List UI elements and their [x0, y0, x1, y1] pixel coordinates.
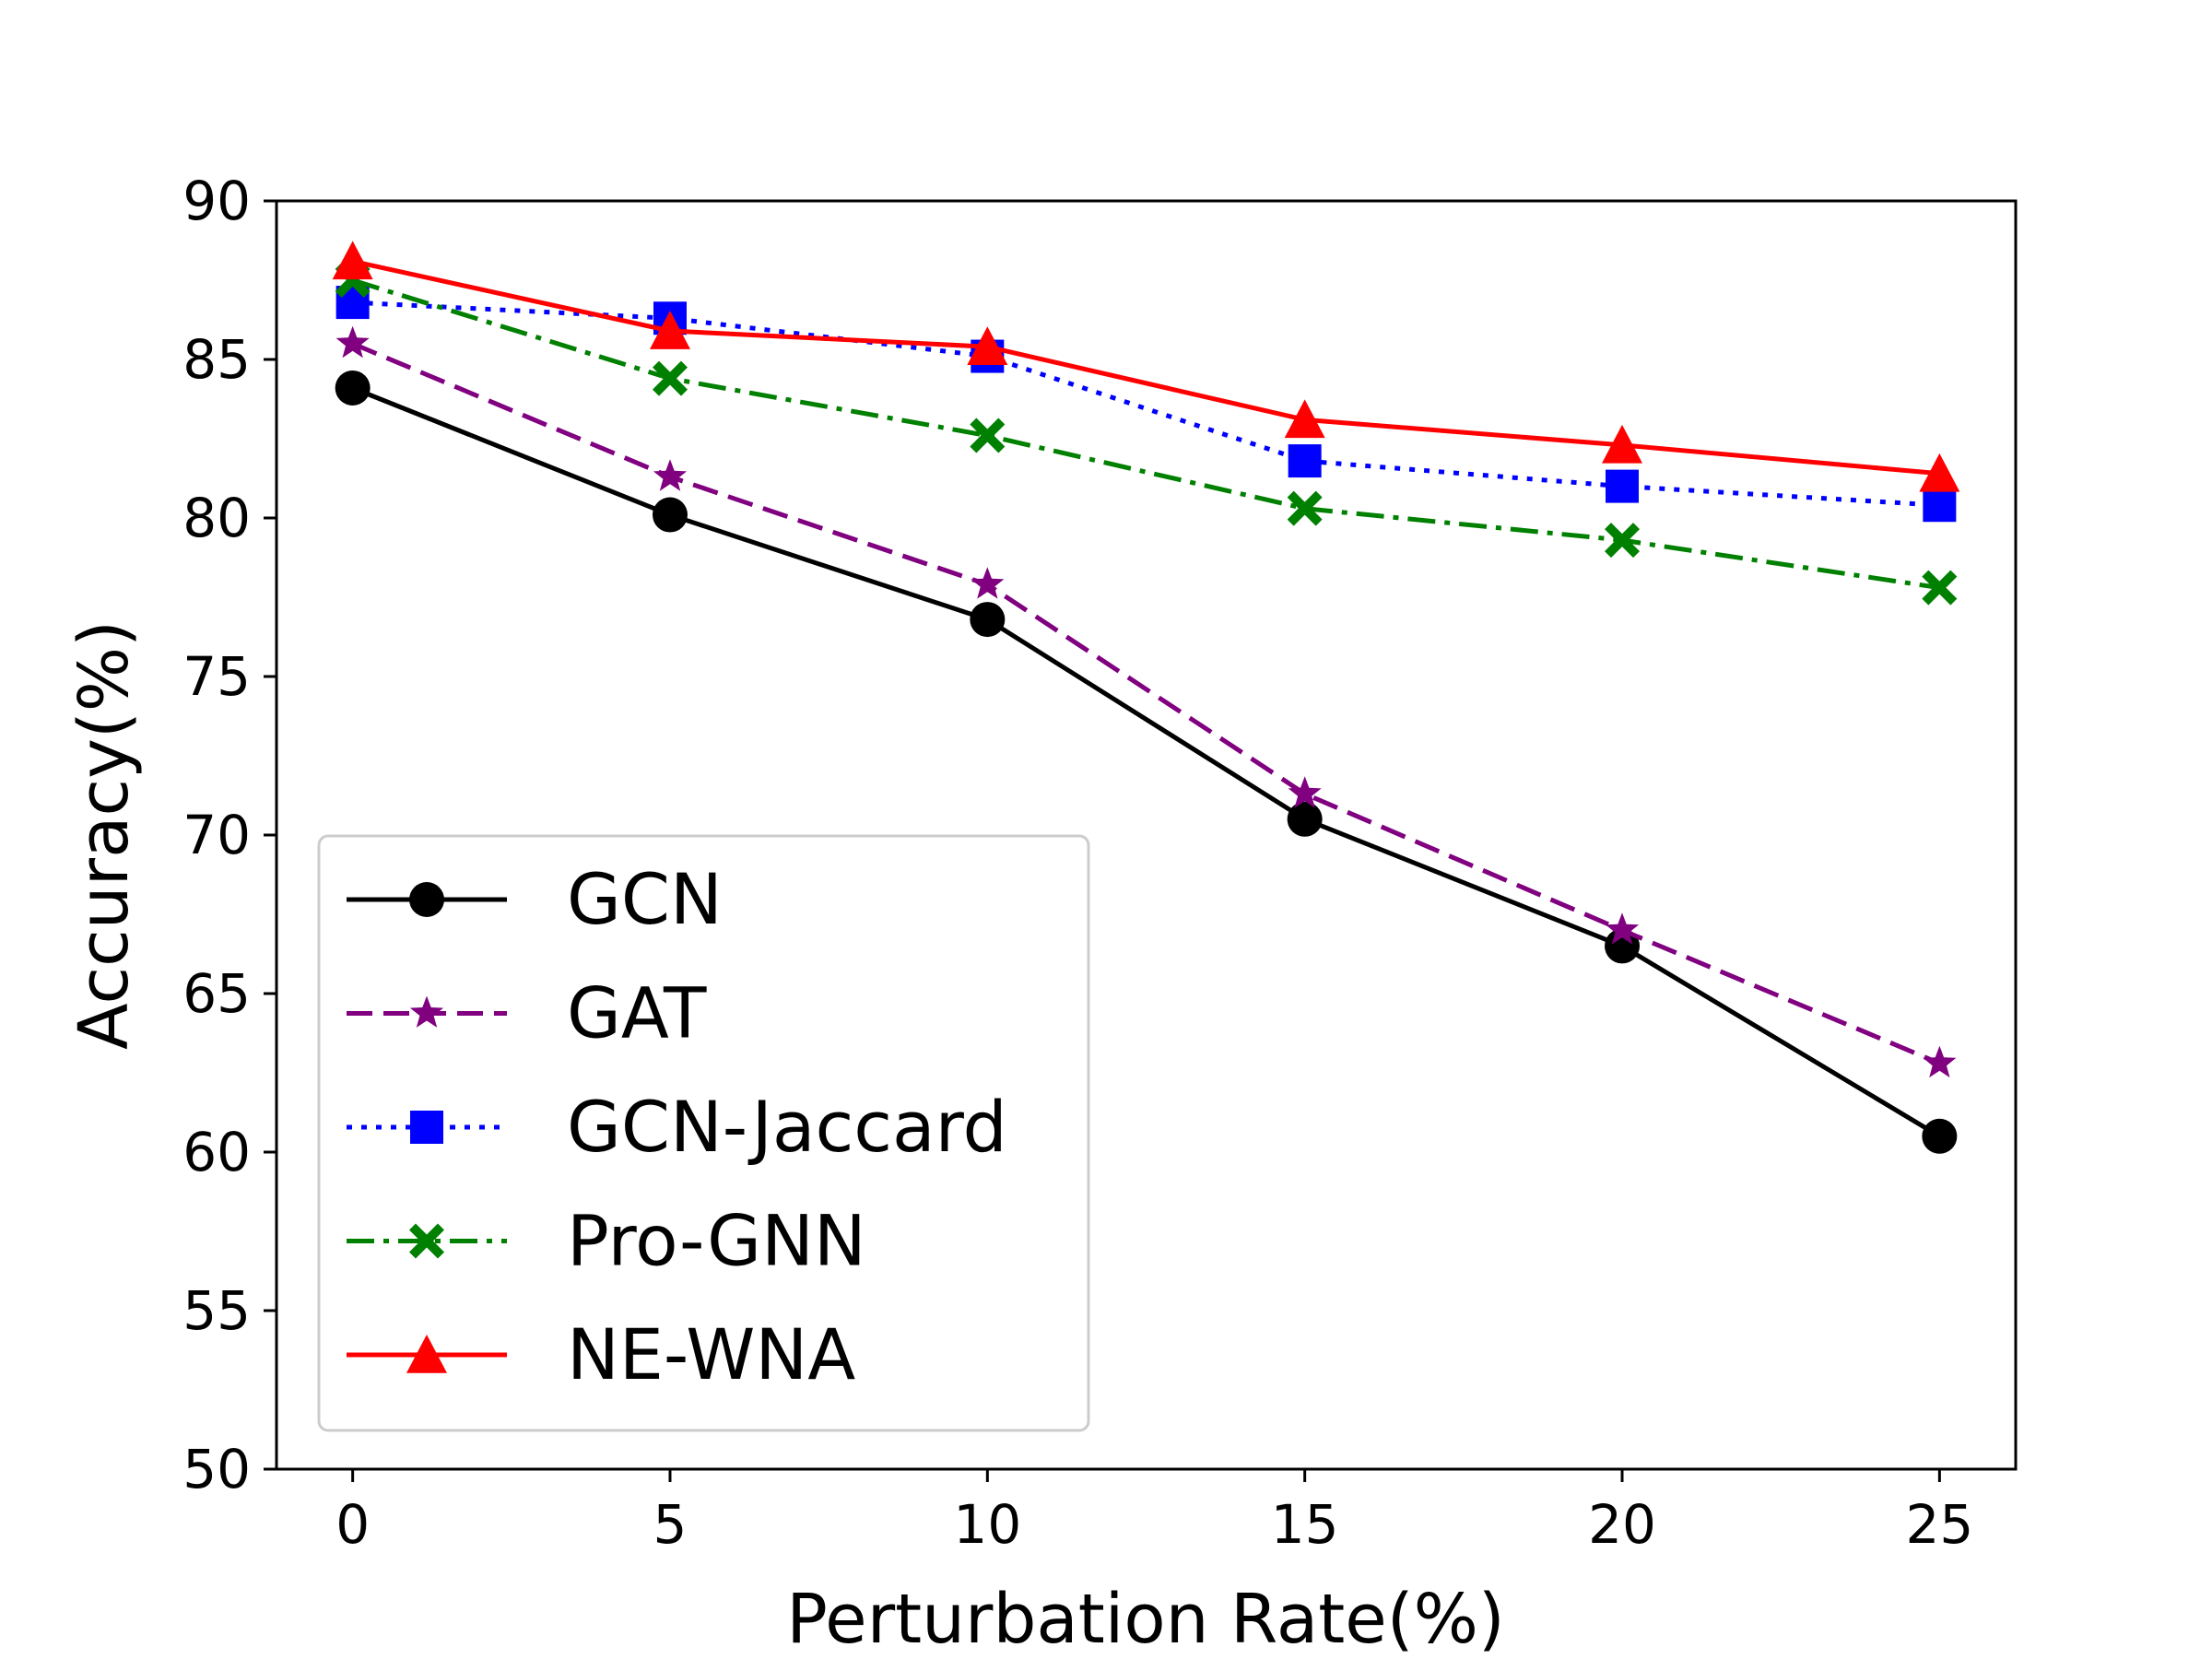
series-gcn	[335, 370, 1958, 1154]
legend-marker	[406, 1335, 447, 1373]
legend: GCN GAT GCN-Jaccard Pro-GNN NE-WNA	[317, 834, 1090, 1432]
y-tick-label: 55	[182, 1279, 251, 1342]
data-point-ne-wna	[1919, 453, 1960, 492]
x-axis: 0 5 10 15 20 25	[335, 1469, 1973, 1556]
y-axis: 50 55 60 65 70 75 80 85 90	[182, 170, 276, 1500]
legend-marker	[409, 995, 444, 1028]
data-point-gcn	[1922, 1118, 1958, 1154]
data-point-gcn-jaccard	[1606, 469, 1640, 503]
legend-marker	[409, 882, 444, 917]
data-point-pro-gnn	[970, 418, 1006, 453]
data-point-gcn	[1287, 801, 1323, 837]
y-tick-label: 85	[182, 328, 251, 391]
legend-label: GCN	[567, 858, 723, 940]
legend-marker	[409, 1223, 444, 1259]
y-tick-label: 70	[182, 804, 251, 866]
series-line-gat	[351, 341, 1941, 1066]
data-point-ne-wna	[332, 241, 373, 280]
data-point-gat	[1605, 912, 1640, 945]
legend-entry-pro-gnn: Pro-GNN	[347, 1200, 866, 1282]
data-point-pro-gnn	[652, 360, 688, 396]
data-point-gat	[335, 325, 370, 359]
data-point-gat	[1288, 776, 1322, 808]
data-point-pro-gnn	[1287, 490, 1323, 526]
y-tick-label: 65	[182, 962, 251, 1025]
y-tick-label: 60	[182, 1121, 251, 1183]
legend-label: NE-WNA	[567, 1313, 855, 1395]
y-tick-label: 80	[182, 487, 251, 549]
legend-label: Pro-GNN	[567, 1200, 866, 1282]
legend-entry-gcn: GCN	[347, 858, 723, 940]
data-point-gcn-jaccard	[1923, 488, 1957, 523]
series-line-pro-gnn	[351, 277, 1940, 591]
data-point-gcn	[652, 497, 688, 533]
legend-entry-gat: GAT	[347, 972, 707, 1054]
data-point-gcn	[970, 602, 1006, 638]
data-point-gat	[653, 459, 688, 491]
x-tick-label: 15	[1271, 1493, 1339, 1556]
data-point-ne-wna	[1284, 399, 1325, 439]
y-tick-label: 75	[182, 645, 251, 708]
legend-marker	[410, 1111, 443, 1144]
y-tick-label: 90	[182, 170, 251, 232]
legend-box	[317, 834, 1090, 1432]
series-line-gcn-jaccard	[352, 300, 1940, 508]
series-ne-wna	[332, 241, 1960, 492]
legend-entry-gcn-jaccard: GCN-Jaccard	[347, 1086, 1007, 1168]
data-point-gcn	[1605, 928, 1641, 964]
legend-entry-ne-wna: NE-WNA	[347, 1313, 855, 1395]
data-point-pro-gnn	[1922, 570, 1958, 606]
data-point-gcn-jaccard	[1288, 444, 1322, 478]
x-tick-label: 5	[653, 1493, 688, 1556]
y-tick-label: 50	[182, 1438, 251, 1500]
series-line-ne-wna	[352, 258, 1940, 477]
data-point-gcn	[335, 370, 371, 406]
series-gat	[335, 325, 1957, 1078]
data-point-pro-gnn	[1605, 523, 1641, 559]
legend-label: GAT	[567, 972, 707, 1054]
data-point-ne-wna	[967, 326, 1008, 366]
x-tick-label: 10	[953, 1493, 1021, 1556]
data-point-ne-wna	[649, 311, 690, 349]
x-axis-label: Perturbation Rate(%)	[786, 1580, 1505, 1659]
x-tick-label: 20	[1588, 1493, 1656, 1556]
data-point-gat	[1923, 1045, 1957, 1078]
series-line-gcn	[351, 385, 1941, 1138]
x-tick-label: 0	[335, 1493, 370, 1556]
y-axis-label: Accuracy(%)	[65, 620, 144, 1050]
data-point-ne-wna	[1602, 424, 1643, 464]
legend-label: GCN-Jaccard	[567, 1086, 1007, 1168]
data-point-gat	[971, 567, 1005, 599]
series-layer	[332, 241, 1960, 1154]
x-tick-label: 25	[1905, 1493, 1973, 1556]
